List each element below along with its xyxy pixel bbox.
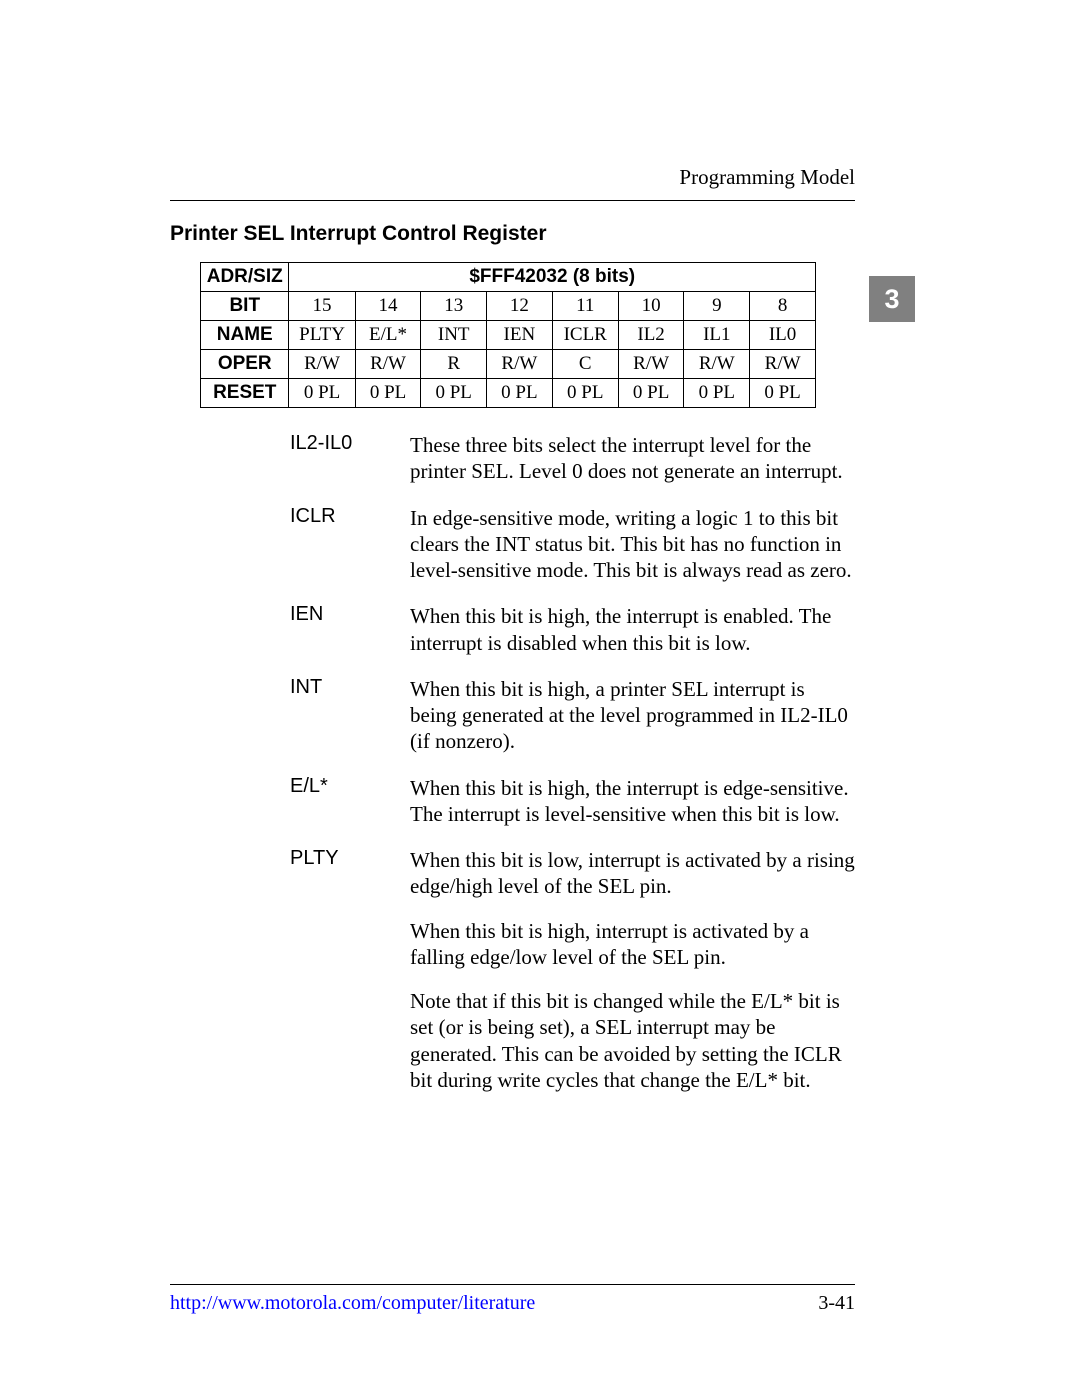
bit-cell: 12 bbox=[486, 292, 552, 321]
definition-term: ICLR bbox=[290, 505, 410, 528]
definition-paragraph: When this bit is low, interrupt is activ… bbox=[410, 847, 855, 900]
definition-term: IL2-IL0 bbox=[290, 432, 410, 455]
bit-cell: 9 bbox=[684, 292, 750, 321]
reset-cell: 0 PL bbox=[355, 379, 421, 408]
definition-term: IEN bbox=[290, 603, 410, 626]
oper-cell: R/W bbox=[750, 350, 816, 379]
definition-term: INT bbox=[290, 676, 410, 699]
oper-cell: R/W bbox=[684, 350, 750, 379]
definition-row: IENWhen this bit is high, the interrupt … bbox=[290, 603, 855, 656]
oper-cell: R bbox=[421, 350, 487, 379]
oper-cell: R/W bbox=[289, 350, 355, 379]
definition-paragraph: When this bit is high, the interrupt is … bbox=[410, 603, 855, 656]
definition-row: INTWhen this bit is high, a printer SEL … bbox=[290, 676, 855, 755]
row-label: BIT bbox=[201, 292, 289, 321]
definition-body: These three bits select the interrupt le… bbox=[410, 432, 855, 485]
definition-paragraph: When this bit is high, the interrupt is … bbox=[410, 775, 855, 828]
adr-siz-value: $FFF42032 (8 bits) bbox=[289, 263, 816, 292]
definition-row: E/L*When this bit is high, the interrupt… bbox=[290, 775, 855, 828]
bit-cell: 15 bbox=[289, 292, 355, 321]
name-cell: IL0 bbox=[750, 321, 816, 350]
table-row: NAME PLTY E/L* INT IEN ICLR IL2 IL1 IL0 bbox=[201, 321, 816, 350]
running-header: Programming Model bbox=[679, 165, 855, 190]
definition-row: PLTYWhen this bit is low, interrupt is a… bbox=[290, 847, 855, 1093]
reset-cell: 0 PL bbox=[684, 379, 750, 408]
page-number: 3-41 bbox=[818, 1292, 855, 1315]
chapter-tab: 3 bbox=[869, 276, 915, 322]
oper-cell: R/W bbox=[355, 350, 421, 379]
table-row: OPER R/W R/W R R/W C R/W R/W R/W bbox=[201, 350, 816, 379]
name-cell: IL1 bbox=[684, 321, 750, 350]
definition-paragraph: In edge-sensitive mode, writing a logic … bbox=[410, 505, 855, 584]
table-row: ADR/SIZ $FFF42032 (8 bits) bbox=[201, 263, 816, 292]
oper-cell: R/W bbox=[618, 350, 684, 379]
definition-term: PLTY bbox=[290, 847, 410, 870]
name-cell: IEN bbox=[486, 321, 552, 350]
reset-cell: 0 PL bbox=[486, 379, 552, 408]
definition-body: When this bit is low, interrupt is activ… bbox=[410, 847, 855, 1093]
row-label: ADR/SIZ bbox=[201, 263, 289, 292]
bit-cell: 8 bbox=[750, 292, 816, 321]
footer-url-link[interactable]: http://www.motorola.com/computer/literat… bbox=[170, 1292, 535, 1315]
reset-cell: 0 PL bbox=[289, 379, 355, 408]
definition-row: ICLRIn edge-sensitive mode, writing a lo… bbox=[290, 505, 855, 584]
name-cell: E/L* bbox=[355, 321, 421, 350]
definition-body: When this bit is high, a printer SEL int… bbox=[410, 676, 855, 755]
definition-body: When this bit is high, the interrupt is … bbox=[410, 775, 855, 828]
name-cell: ICLR bbox=[552, 321, 618, 350]
reset-cell: 0 PL bbox=[750, 379, 816, 408]
bit-cell: 11 bbox=[552, 292, 618, 321]
row-label: RESET bbox=[201, 379, 289, 408]
bit-cell: 13 bbox=[421, 292, 487, 321]
register-table: ADR/SIZ $FFF42032 (8 bits) BIT 15 14 13 … bbox=[200, 262, 816, 408]
table-row: BIT 15 14 13 12 11 10 9 8 bbox=[201, 292, 816, 321]
row-label: OPER bbox=[201, 350, 289, 379]
page-footer: http://www.motorola.com/computer/literat… bbox=[170, 1292, 855, 1315]
definition-paragraph: These three bits select the interrupt le… bbox=[410, 432, 855, 485]
definition-paragraph: When this bit is high, interrupt is acti… bbox=[410, 918, 855, 971]
oper-cell: R/W bbox=[486, 350, 552, 379]
row-label: NAME bbox=[201, 321, 289, 350]
definition-row: IL2-IL0These three bits select the inter… bbox=[290, 432, 855, 485]
definition-paragraph: When this bit is high, a printer SEL int… bbox=[410, 676, 855, 755]
footer-rule bbox=[170, 1284, 855, 1285]
name-cell: IL2 bbox=[618, 321, 684, 350]
header-rule bbox=[170, 200, 855, 201]
reset-cell: 0 PL bbox=[552, 379, 618, 408]
table-row: RESET 0 PL 0 PL 0 PL 0 PL 0 PL 0 PL 0 PL… bbox=[201, 379, 816, 408]
reset-cell: 0 PL bbox=[618, 379, 684, 408]
definition-body: In edge-sensitive mode, writing a logic … bbox=[410, 505, 855, 584]
name-cell: PLTY bbox=[289, 321, 355, 350]
document-page: Programming Model 3 Printer SEL Interrup… bbox=[0, 0, 1080, 1397]
bit-cell: 10 bbox=[618, 292, 684, 321]
main-content: Printer SEL Interrupt Control Register A… bbox=[170, 222, 855, 1113]
oper-cell: C bbox=[552, 350, 618, 379]
definition-body: When this bit is high, the interrupt is … bbox=[410, 603, 855, 656]
reset-cell: 0 PL bbox=[421, 379, 487, 408]
definitions-list: IL2-IL0These three bits select the inter… bbox=[290, 432, 855, 1093]
bit-cell: 14 bbox=[355, 292, 421, 321]
definition-paragraph: Note that if this bit is changed while t… bbox=[410, 988, 855, 1093]
name-cell: INT bbox=[421, 321, 487, 350]
section-title: Printer SEL Interrupt Control Register bbox=[170, 222, 855, 246]
definition-term: E/L* bbox=[290, 775, 410, 798]
